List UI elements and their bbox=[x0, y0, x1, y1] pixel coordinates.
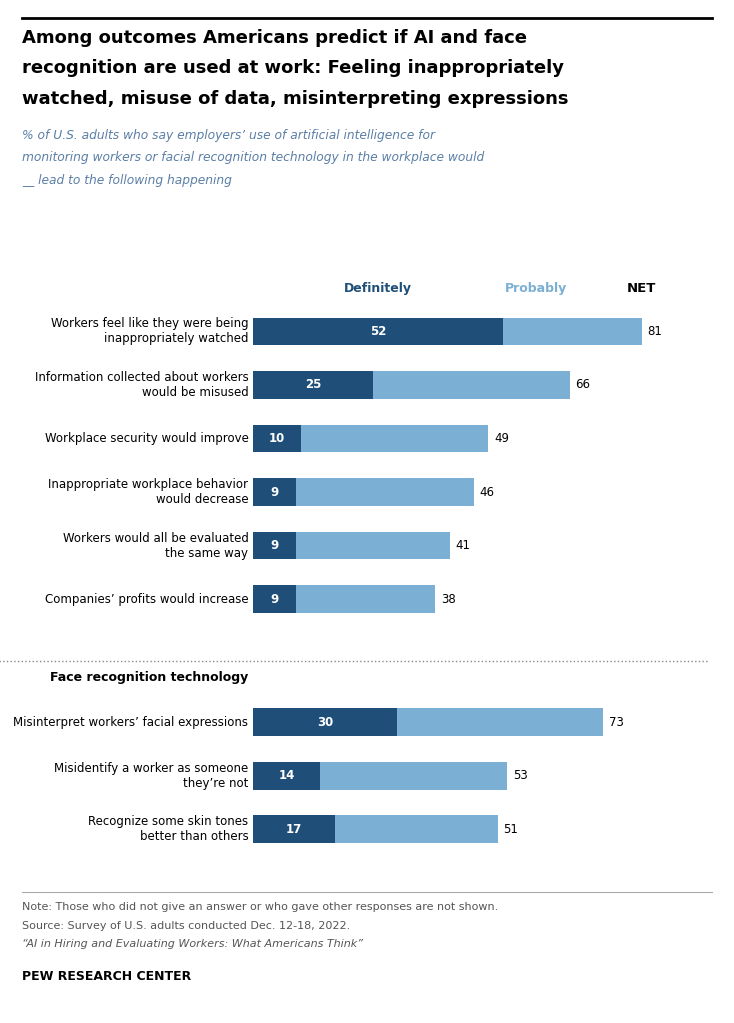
Text: PEW RESEARCH CENTER: PEW RESEARCH CENTER bbox=[22, 970, 192, 983]
Text: 81: 81 bbox=[647, 325, 662, 338]
Bar bbox=[301, 425, 488, 452]
Bar bbox=[297, 478, 474, 506]
Text: Information collected about workers
would be misused: Information collected about workers woul… bbox=[34, 371, 248, 399]
Text: 41: 41 bbox=[456, 539, 470, 552]
Bar bbox=[253, 708, 397, 737]
Text: 17: 17 bbox=[286, 822, 302, 836]
Text: __ lead to the following happening: __ lead to the following happening bbox=[22, 174, 232, 187]
Text: Misinterpret workers’ facial expressions: Misinterpret workers’ facial expressions bbox=[13, 716, 248, 728]
Bar bbox=[373, 371, 570, 399]
Text: “AI in Hiring and Evaluating Workers: What Americans Think”: “AI in Hiring and Evaluating Workers: Wh… bbox=[22, 939, 363, 949]
Text: monitoring workers or facial recognition technology in the workplace would: monitoring workers or facial recognition… bbox=[22, 151, 484, 165]
Bar bbox=[253, 585, 297, 613]
Text: 14: 14 bbox=[279, 769, 295, 783]
Text: 66: 66 bbox=[575, 379, 591, 392]
Bar bbox=[253, 532, 297, 560]
Text: Face recognition technology: Face recognition technology bbox=[50, 671, 248, 683]
Text: 9: 9 bbox=[271, 592, 279, 606]
Text: recognition are used at work: Feeling inappropriately: recognition are used at work: Feeling in… bbox=[22, 59, 564, 78]
Text: Among outcomes Americans predict if AI and face: Among outcomes Americans predict if AI a… bbox=[22, 29, 527, 47]
Text: Workers feel like they were being
inappropriately watched: Workers feel like they were being inappr… bbox=[51, 317, 248, 346]
Text: Workplace security would improve: Workplace security would improve bbox=[45, 432, 248, 445]
Text: Definitely: Definitely bbox=[344, 282, 412, 295]
Bar bbox=[253, 317, 503, 346]
Text: 9: 9 bbox=[271, 486, 279, 498]
Text: Workers would all be evaluated
the same way: Workers would all be evaluated the same … bbox=[62, 532, 248, 560]
Bar bbox=[253, 815, 335, 843]
Text: 52: 52 bbox=[370, 325, 386, 338]
Text: % of U.S. adults who say employers’ use of artificial intelligence for: % of U.S. adults who say employers’ use … bbox=[22, 129, 435, 142]
Bar bbox=[503, 317, 642, 346]
Text: 9: 9 bbox=[271, 539, 279, 552]
Text: 10: 10 bbox=[269, 432, 286, 445]
Text: 49: 49 bbox=[494, 432, 509, 445]
Text: 38: 38 bbox=[441, 592, 456, 606]
Text: 53: 53 bbox=[513, 769, 528, 783]
Bar bbox=[335, 815, 498, 843]
Text: Companies’ profits would increase: Companies’ profits would increase bbox=[45, 592, 248, 606]
Text: 25: 25 bbox=[305, 379, 321, 392]
Text: Probably: Probably bbox=[505, 282, 567, 295]
Bar bbox=[253, 478, 297, 506]
Text: 46: 46 bbox=[479, 486, 495, 498]
Text: Source: Survey of U.S. adults conducted Dec. 12-18, 2022.: Source: Survey of U.S. adults conducted … bbox=[22, 921, 350, 931]
Text: NET: NET bbox=[627, 282, 656, 295]
Bar bbox=[397, 708, 603, 737]
Text: Inappropriate workplace behavior
would decrease: Inappropriate workplace behavior would d… bbox=[48, 478, 248, 506]
Bar bbox=[320, 762, 507, 790]
Text: Note: Those who did not give an answer or who gave other responses are not shown: Note: Those who did not give an answer o… bbox=[22, 902, 498, 913]
Bar bbox=[297, 532, 450, 560]
Bar bbox=[297, 585, 435, 613]
Text: 73: 73 bbox=[609, 716, 624, 728]
Text: watched, misuse of data, misinterpreting expressions: watched, misuse of data, misinterpreting… bbox=[22, 90, 569, 108]
Bar bbox=[253, 425, 301, 452]
Text: 30: 30 bbox=[317, 716, 333, 728]
Bar bbox=[253, 371, 373, 399]
Text: Recognize some skin tones
better than others: Recognize some skin tones better than ot… bbox=[88, 815, 248, 843]
Bar bbox=[253, 762, 320, 790]
Text: 51: 51 bbox=[504, 822, 518, 836]
Text: Misidentify a worker as someone
they’re not: Misidentify a worker as someone they’re … bbox=[54, 762, 248, 790]
